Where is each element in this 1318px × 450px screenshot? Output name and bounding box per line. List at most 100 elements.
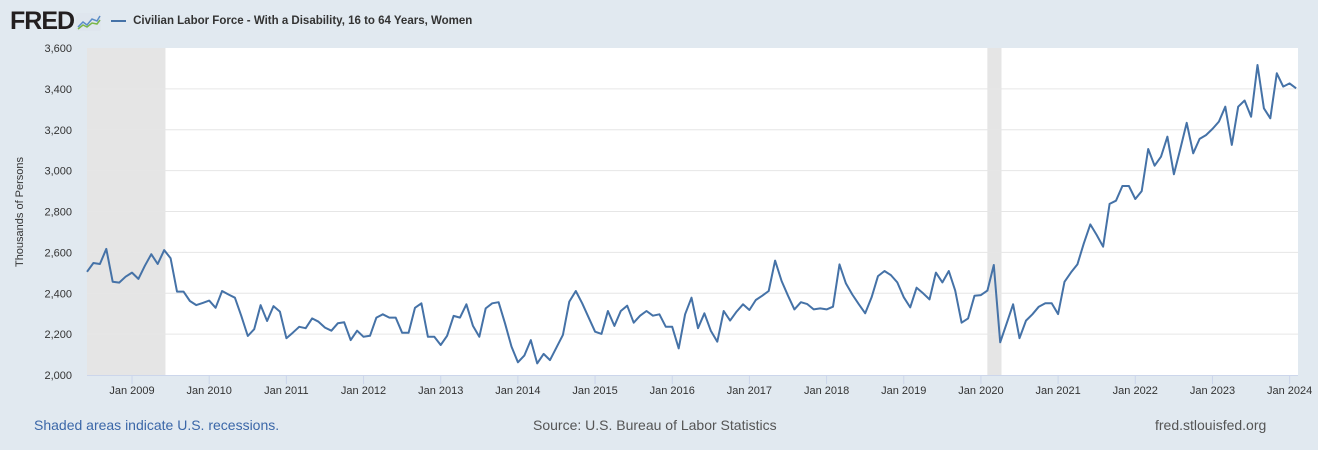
x-tick-label: Jan 2021 xyxy=(1035,385,1080,397)
data-point xyxy=(1268,116,1273,121)
data-point xyxy=(522,353,527,358)
data-point xyxy=(580,301,585,306)
data-point xyxy=(149,252,154,257)
data-point xyxy=(1255,63,1260,68)
data-point xyxy=(535,361,540,366)
data-point xyxy=(689,295,694,300)
data-point xyxy=(515,360,520,365)
data-point xyxy=(97,262,102,267)
data-point xyxy=(966,316,971,321)
data-point xyxy=(586,315,591,320)
fred-url: fred.stlouisfed.org xyxy=(1155,417,1267,433)
data-point xyxy=(503,321,508,326)
data-point xyxy=(638,313,643,318)
data-point xyxy=(991,263,996,268)
data-point xyxy=(753,298,758,303)
data-point xyxy=(162,248,167,253)
y-tick-label: 3,600 xyxy=(44,43,72,55)
recession-note-link[interactable]: Shaded areas indicate U.S. recessions. xyxy=(34,417,280,433)
gridlines xyxy=(87,88,1298,335)
data-point xyxy=(483,306,488,311)
data-point xyxy=(1107,201,1112,206)
data-point xyxy=(342,320,347,325)
data-point xyxy=(451,313,456,318)
data-point xyxy=(458,315,463,320)
data-point xyxy=(1229,142,1234,147)
data-point xyxy=(1062,279,1067,284)
data-point xyxy=(220,289,225,294)
y-tick-label: 3,400 xyxy=(44,84,72,96)
data-point xyxy=(123,274,128,279)
data-point xyxy=(335,321,340,326)
data-point xyxy=(876,274,881,279)
data-point xyxy=(445,333,450,338)
data-point xyxy=(818,306,823,311)
data-point xyxy=(593,329,598,334)
data-point xyxy=(696,326,701,331)
data-point xyxy=(393,315,398,320)
data-point xyxy=(1274,71,1279,76)
data-point xyxy=(1216,119,1221,124)
y-tick-label: 3,200 xyxy=(44,125,72,137)
data-point xyxy=(734,309,739,314)
data-point xyxy=(175,289,180,294)
data-point xyxy=(741,302,746,307)
x-tick-label: Jan 2009 xyxy=(109,385,154,397)
data-point xyxy=(1069,270,1074,275)
data-point xyxy=(985,288,990,293)
data-point xyxy=(104,246,109,251)
data-point xyxy=(464,302,469,307)
series-line[interactable] xyxy=(86,64,1297,365)
x-tick-label: Jan 2012 xyxy=(341,385,386,397)
data-point xyxy=(310,316,315,321)
data-point xyxy=(130,270,135,275)
data-point xyxy=(258,303,263,308)
data-point xyxy=(1036,304,1041,309)
data-point xyxy=(766,289,771,294)
data-point xyxy=(914,285,919,290)
y-axis: 2,000 2,200 2,400 2,600 2,800 3,000 3,200 3,400… xyxy=(44,43,72,382)
data-point xyxy=(477,334,482,339)
data-point xyxy=(548,358,553,363)
legend: Civilian Labor Force - With a Disability… xyxy=(111,15,472,27)
data-point xyxy=(277,309,282,314)
data-point xyxy=(670,324,675,329)
data-point xyxy=(869,295,874,300)
y-axis-label: Thousands of Persons xyxy=(14,156,26,267)
data-point xyxy=(316,319,321,324)
data-point xyxy=(1088,222,1093,227)
data-point xyxy=(978,293,983,298)
data-point xyxy=(1165,134,1170,139)
data-point xyxy=(747,308,752,313)
data-point xyxy=(1056,312,1061,317)
data-point xyxy=(850,292,855,297)
data-point xyxy=(882,269,887,274)
data-point xyxy=(888,273,893,278)
data-point xyxy=(824,307,829,312)
data-point xyxy=(554,345,559,350)
x-tick-label: Jan 2020 xyxy=(958,385,1003,397)
data-point xyxy=(1242,98,1247,103)
legend-series-title[interactable]: Civilian Labor Force - With a Disability… xyxy=(133,15,473,27)
data-point xyxy=(605,309,610,314)
y-tick-label: 2,000 xyxy=(44,370,72,382)
data-point xyxy=(1204,133,1209,138)
data-point xyxy=(1223,104,1228,109)
data-point xyxy=(1146,147,1151,152)
data-point xyxy=(1120,184,1125,189)
legend-swatch xyxy=(111,20,127,22)
data-point xyxy=(265,319,270,324)
fred-logo[interactable]: FRED xyxy=(10,7,75,35)
data-point xyxy=(1126,184,1131,189)
data-point xyxy=(355,328,360,333)
y-tick-label: 2,600 xyxy=(44,247,72,259)
data-point xyxy=(1210,126,1215,131)
data-point xyxy=(1197,136,1202,141)
data-point xyxy=(998,340,1003,345)
data-point xyxy=(136,276,141,281)
data-point xyxy=(933,270,938,275)
data-point xyxy=(618,309,623,314)
data-point xyxy=(509,344,514,349)
data-point xyxy=(940,280,945,285)
fred-chart-icon xyxy=(76,13,102,31)
